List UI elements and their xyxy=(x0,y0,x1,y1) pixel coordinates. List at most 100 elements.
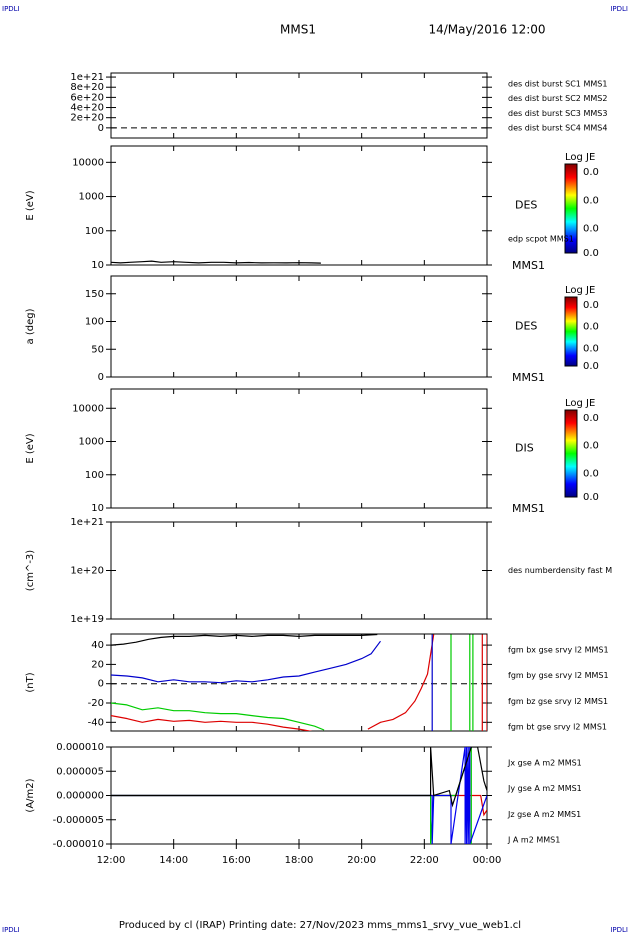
y-tick-label: 100 xyxy=(85,317,104,328)
y-tick-label: 8e+20 xyxy=(70,82,104,93)
colorbar xyxy=(564,163,578,254)
y-tick-label: 10000 xyxy=(72,157,104,168)
colorbar-tick-label: 0.0 xyxy=(583,248,599,259)
colorbar-tick-label: 0.0 xyxy=(583,167,599,178)
y-tick-label: 150 xyxy=(85,289,104,300)
spacecraft-label: MMS1 xyxy=(512,502,545,515)
y-axis-label: (A/m2) xyxy=(25,778,36,812)
data-line xyxy=(111,747,487,808)
y-tick-label: 1e+19 xyxy=(70,614,104,625)
legend-entry: des dist burst SC1 MMS1 xyxy=(508,80,607,89)
colorbar-tick-label: 0.0 xyxy=(583,441,599,452)
panel-frame xyxy=(110,388,488,509)
legend-entry: des dist burst SC2 MMS2 xyxy=(508,94,607,103)
y-tick-label: -0.000005 xyxy=(53,815,104,826)
y-tick-label: 1e+21 xyxy=(70,72,104,83)
y-axis-label: a (deg) xyxy=(25,308,36,344)
y-tick-label: 1e+21 xyxy=(70,517,104,528)
panel-frame xyxy=(110,521,488,620)
y-tick-label: -0.000010 xyxy=(53,839,104,850)
instrument-label: DES xyxy=(515,320,537,333)
x-tick-label: 16:00 xyxy=(222,855,251,866)
legend-entry: des dist burst SC4 MMS4 xyxy=(508,124,607,133)
x-tick-label: 22:00 xyxy=(410,855,439,866)
y-tick-label: 0.000010 xyxy=(56,742,104,753)
colorbar xyxy=(564,296,578,367)
y-tick-label: 4e+20 xyxy=(70,103,104,114)
data-line xyxy=(111,634,474,731)
y-tick-label: 100 xyxy=(85,470,104,481)
colorbar-title: Log JE xyxy=(565,285,595,296)
colorbar xyxy=(564,409,578,498)
instrument-label: DIS xyxy=(515,442,534,455)
y-tick-label: 1000 xyxy=(79,437,104,448)
y-tick-label: 10 xyxy=(91,260,104,271)
colorbar-tick-label: 0.0 xyxy=(583,300,599,311)
colorbar-tick-label: 0.0 xyxy=(583,343,599,354)
y-tick-label: 2e+20 xyxy=(70,113,104,124)
series-label: fgm bt gse srvy l2 MMS1 xyxy=(508,723,607,732)
series-label: fgm bz gse srvy l2 MMS1 xyxy=(508,697,608,706)
y-tick-label: 1e+20 xyxy=(70,566,104,577)
y-axis-label: (cm^-3) xyxy=(25,550,36,591)
x-tick-label: 14:00 xyxy=(159,855,188,866)
panel-frame xyxy=(110,633,488,732)
corner-label: IPDLI xyxy=(610,926,628,934)
corner-label: IPDLI xyxy=(2,926,20,934)
y-tick-label: 40 xyxy=(91,640,104,651)
colorbar-tick-label: 0.0 xyxy=(583,195,599,206)
series-label: fgm by gse srvy l2 MMS1 xyxy=(508,671,609,680)
data-line xyxy=(111,747,487,844)
y-tick-label: 10 xyxy=(91,503,104,514)
footer: Produced by cl (IRAP) Printing date: 27/… xyxy=(119,920,521,931)
spacecraft-label: MMS1 xyxy=(512,371,545,384)
y-tick-label: 0 xyxy=(98,123,104,134)
colorbar-tick-label: 0.0 xyxy=(583,468,599,479)
series-label: Jz gse A m2 MMS1 xyxy=(507,810,581,819)
title: MMS1 xyxy=(280,23,316,37)
y-tick-label: 100 xyxy=(85,226,104,237)
colorbar-tick-label: 0.0 xyxy=(583,492,599,503)
colorbar-tick-label: 0.0 xyxy=(583,361,599,372)
date: 14/May/2016 12:00 xyxy=(428,23,545,37)
series-label: Jy gse A m2 MMS1 xyxy=(507,784,582,793)
y-tick-label: 0 xyxy=(98,372,104,383)
data-line xyxy=(111,634,378,646)
data-line xyxy=(111,260,321,264)
spacecraft-label: MMS1 xyxy=(512,259,545,272)
x-tick-label: 18:00 xyxy=(285,855,314,866)
data-line xyxy=(111,634,487,731)
series-label: fgm bx gse srvy l2 MMS1 xyxy=(508,646,609,655)
y-axis-label: (nT) xyxy=(25,672,36,692)
colorbar-tick-label: 0.0 xyxy=(583,322,599,333)
y-tick-label: 10000 xyxy=(72,403,104,414)
data-line xyxy=(111,634,433,731)
x-tick-label: 00:00 xyxy=(473,855,502,866)
instrument-label: DES xyxy=(515,199,537,212)
colorbar-title: Log JE xyxy=(565,152,595,163)
corner-label: IPDLI xyxy=(2,5,20,13)
y-tick-label: -20 xyxy=(88,698,104,709)
x-tick-label: 12:00 xyxy=(97,855,126,866)
y-tick-label: 1000 xyxy=(79,192,104,203)
series-label: edp scpot MMS1 xyxy=(508,234,574,243)
y-tick-label: 50 xyxy=(91,344,104,355)
y-tick-label: 0.000005 xyxy=(56,766,104,777)
colorbar-tick-label: 0.0 xyxy=(583,413,599,424)
y-tick-label: 6e+20 xyxy=(70,92,104,103)
colorbar-tick-label: 0.0 xyxy=(583,224,599,235)
x-tick-label: 20:00 xyxy=(347,855,376,866)
panel-frame xyxy=(110,72,488,139)
colorbar-title: Log JE xyxy=(565,398,595,409)
y-tick-label: 0.000000 xyxy=(56,791,104,802)
series-label: des numberdensity fast M xyxy=(508,566,612,575)
y-tick-label: -40 xyxy=(88,717,104,728)
series-label: Jx gse A m2 MMS1 xyxy=(507,759,582,768)
y-tick-label: 0 xyxy=(98,679,104,690)
y-axis-label: E (eV) xyxy=(25,190,36,220)
legend-entry: des dist burst SC3 MMS3 xyxy=(508,109,607,118)
series-label: J A m2 MMS1 xyxy=(507,836,560,845)
corner-label: IPDLI xyxy=(610,5,628,13)
panel-frame xyxy=(110,145,488,266)
